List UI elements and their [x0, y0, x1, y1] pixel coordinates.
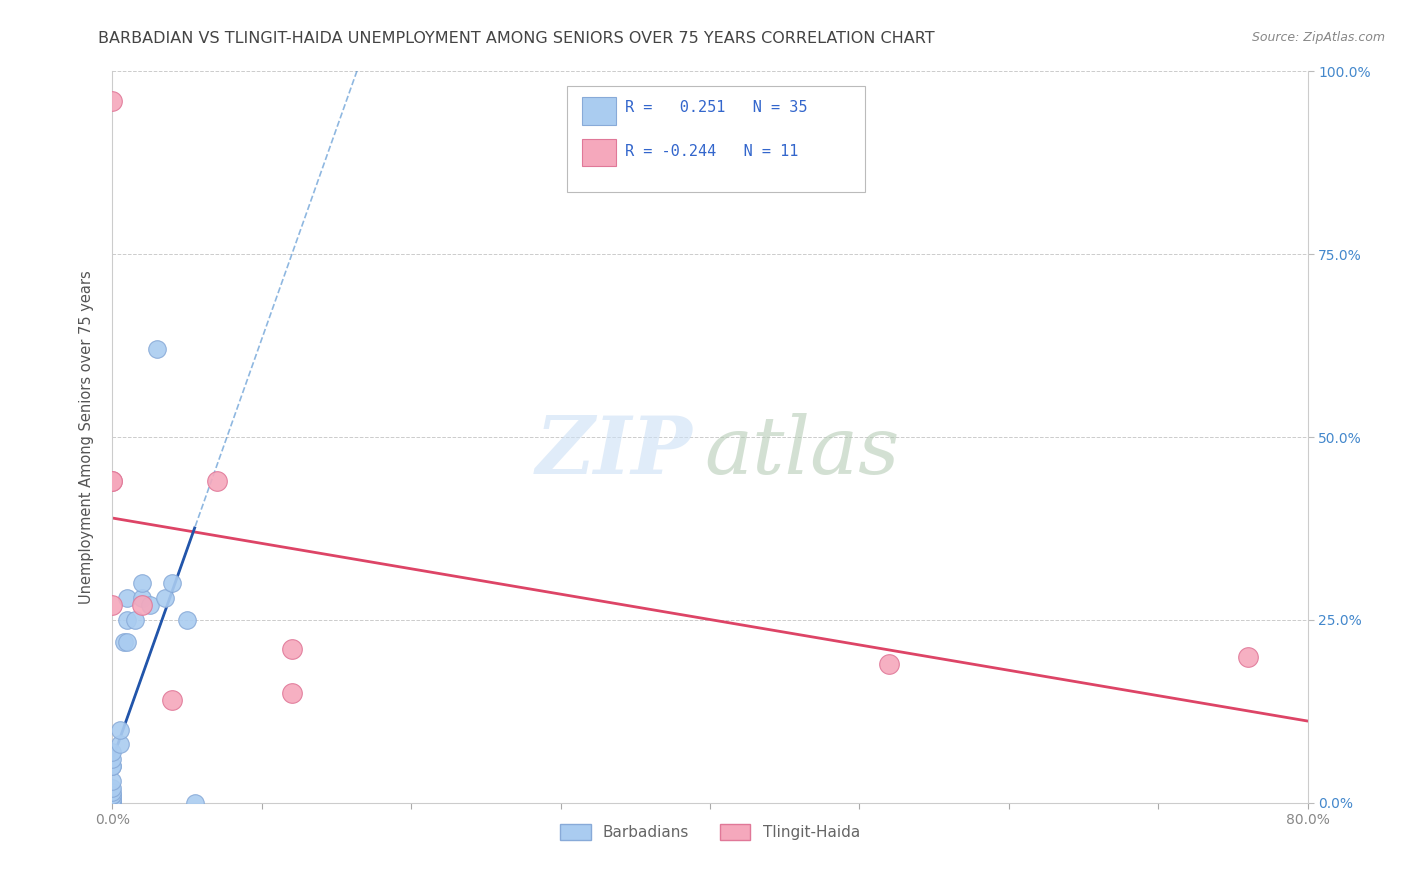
Point — [101, 759, 124, 773]
Point — [101, 773, 124, 788]
Point — [101, 599, 124, 613]
Point — [101, 796, 124, 810]
Point — [131, 591, 153, 605]
Point — [101, 94, 124, 108]
Point — [879, 657, 901, 671]
Point — [153, 591, 176, 605]
Point — [146, 343, 169, 357]
Bar — [582, 97, 616, 125]
Point — [101, 759, 124, 773]
Point — [101, 796, 124, 810]
Point — [101, 792, 124, 806]
Point — [101, 796, 124, 810]
Point — [205, 474, 228, 488]
Point — [117, 635, 139, 649]
Text: R =   0.251   N = 35: R = 0.251 N = 35 — [626, 101, 807, 115]
Point — [139, 599, 162, 613]
Point — [101, 752, 124, 766]
Point — [101, 796, 124, 810]
Point — [101, 796, 124, 810]
Point — [131, 576, 153, 591]
Point — [101, 796, 124, 810]
Point — [176, 613, 198, 627]
Text: R = -0.244   N = 11: R = -0.244 N = 11 — [626, 145, 799, 160]
Point — [101, 781, 124, 796]
FancyBboxPatch shape — [567, 86, 866, 192]
Point — [162, 576, 183, 591]
Point — [114, 635, 135, 649]
Point — [101, 474, 124, 488]
Text: ZIP: ZIP — [536, 413, 692, 491]
Point — [101, 745, 124, 759]
Y-axis label: Unemployment Among Seniors over 75 years: Unemployment Among Seniors over 75 years — [79, 270, 94, 604]
Point — [108, 723, 131, 737]
Text: Source: ZipAtlas.com: Source: ZipAtlas.com — [1251, 31, 1385, 45]
Point — [101, 792, 124, 806]
Legend: Barbadians, Tlingit-Haida: Barbadians, Tlingit-Haida — [554, 818, 866, 847]
Text: atlas: atlas — [704, 413, 900, 491]
Point — [162, 693, 183, 707]
Point — [117, 591, 139, 605]
Point — [101, 785, 124, 799]
Point — [101, 789, 124, 803]
Point — [101, 474, 124, 488]
Point — [183, 796, 205, 810]
Point — [101, 796, 124, 810]
Point — [101, 789, 124, 803]
Point — [101, 796, 124, 810]
Point — [281, 686, 304, 700]
Point — [117, 613, 139, 627]
Point — [281, 642, 304, 657]
Point — [131, 599, 153, 613]
Text: BARBADIAN VS TLINGIT-HAIDA UNEMPLOYMENT AMONG SENIORS OVER 75 YEARS CORRELATION : BARBADIAN VS TLINGIT-HAIDA UNEMPLOYMENT … — [98, 31, 935, 46]
Point — [1237, 649, 1260, 664]
Point — [101, 796, 124, 810]
Point — [124, 613, 146, 627]
Point — [108, 737, 131, 751]
Bar — [582, 138, 616, 167]
